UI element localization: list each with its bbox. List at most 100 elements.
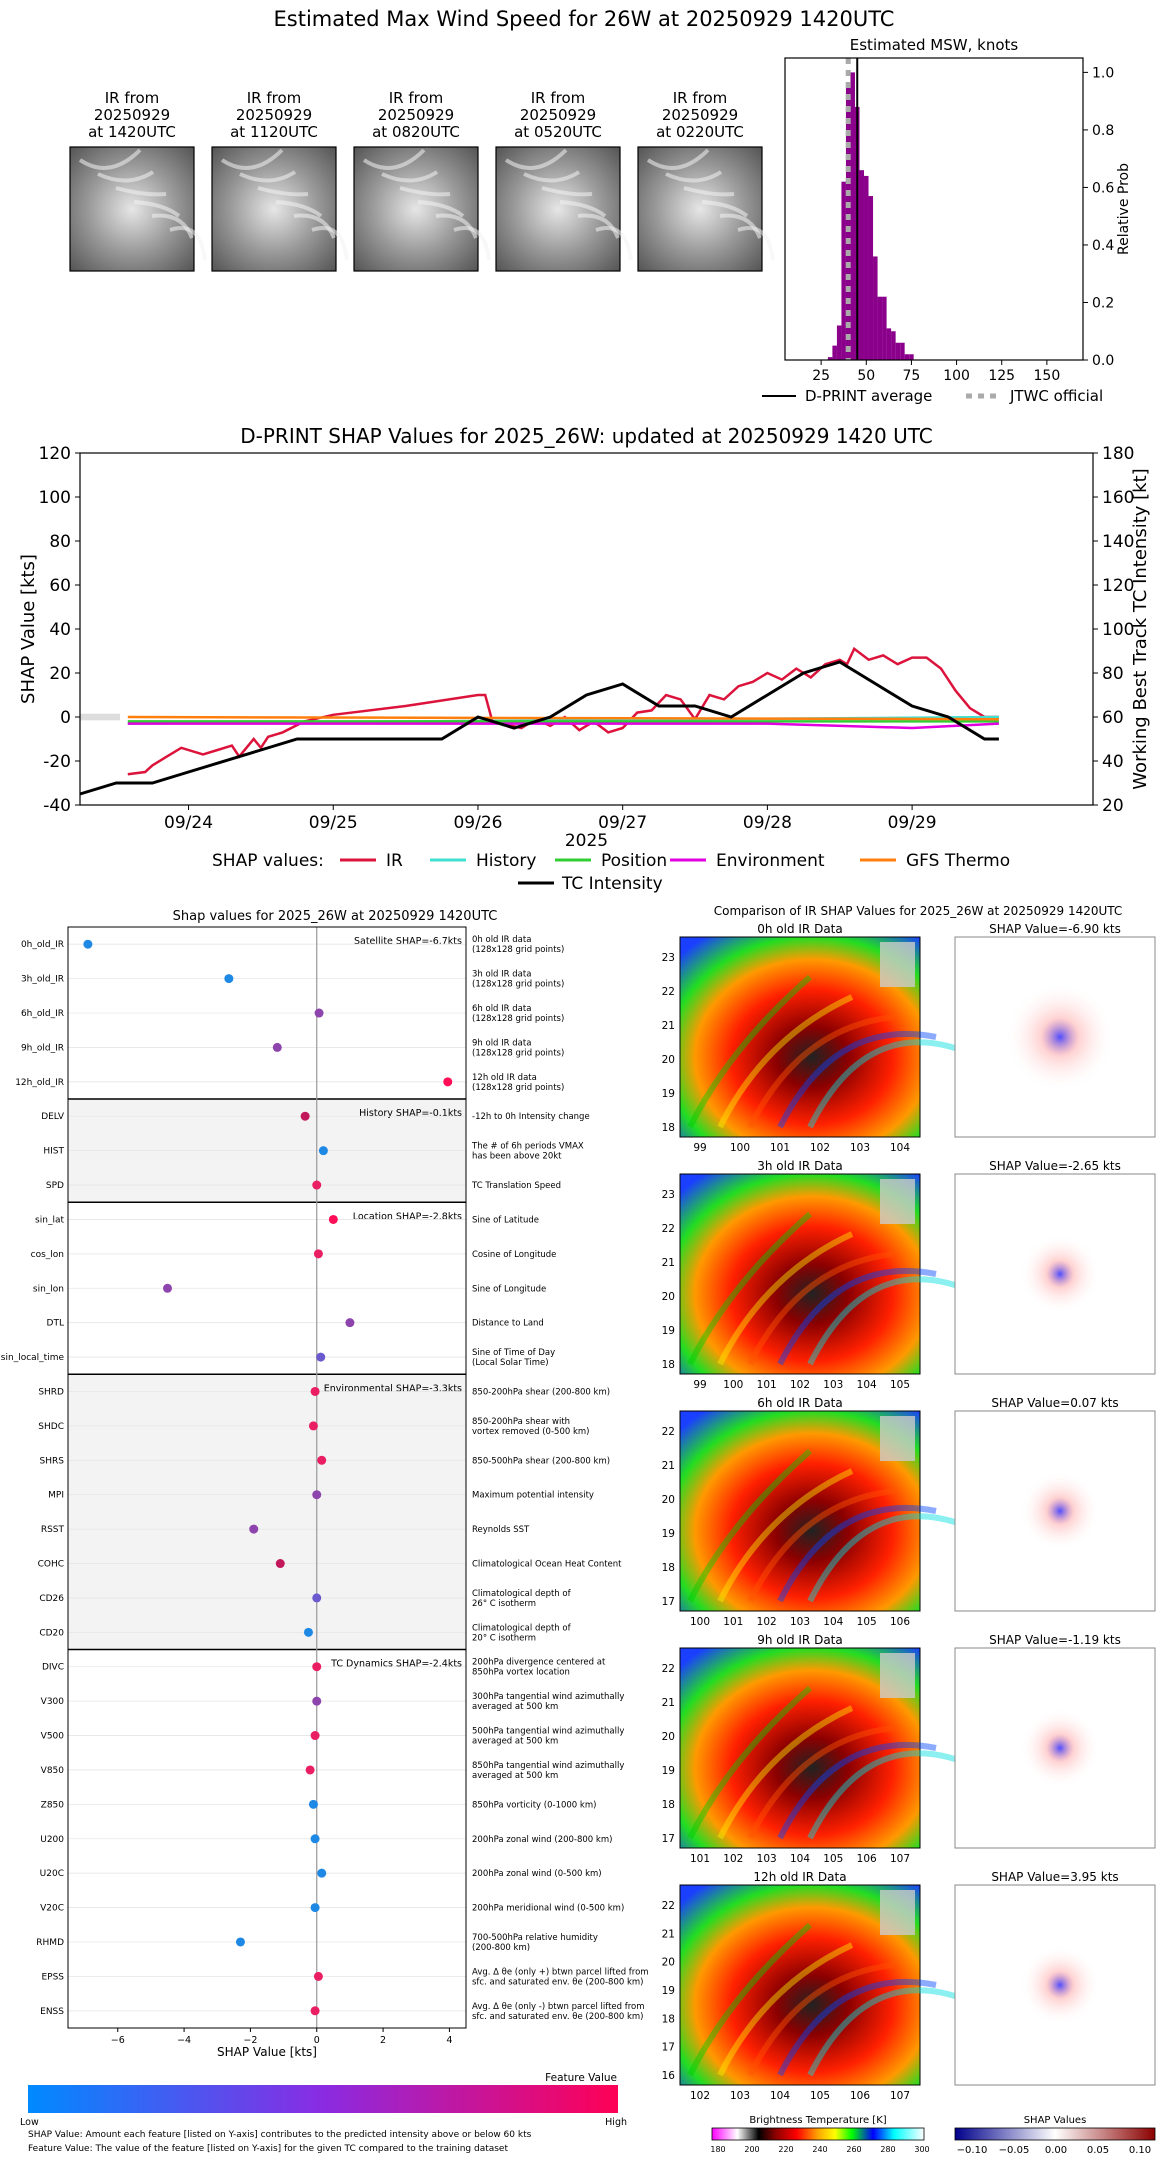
feature-name-label: 6h_old_IR [21, 1009, 64, 1019]
feature-name-label: cos_lon [31, 1250, 64, 1260]
shap-attribution-blob [1020, 1234, 1100, 1314]
feature-description: 850hPa tangential wind azimuthally [472, 1761, 624, 1771]
ir-lat-tick-label: 20 [662, 1731, 675, 1743]
ir-lat-tick-label: 21 [662, 1020, 675, 1032]
ir-lat-tick-label: 20 [662, 1494, 675, 1506]
feature-name-label: SHRS [40, 1456, 65, 1466]
feature-value-colorbar: Feature Value Low High SHAP Value: Amoun… [20, 2072, 627, 2154]
zero-band [80, 713, 120, 721]
feature-description: Sine of Longitude [472, 1284, 546, 1294]
ir-lat-tick-label: 18 [662, 2013, 675, 2025]
cloud-band [257, 186, 309, 197]
histogram-x-tick-label: 125 [988, 368, 1015, 384]
footnote-feature: Feature Value: The value of the feature … [28, 2144, 508, 2154]
cold-cloud-patch [880, 1653, 915, 1698]
thumbnail-caption-line1: IR from [531, 89, 586, 107]
ir-lon-tick-label: 105 [890, 1379, 910, 1391]
feature-description: 300hPa tangential wind azimuthally [472, 1692, 624, 1702]
thumbnail-caption-line2: 20250929 [94, 106, 170, 124]
feature-name-label: DTL [47, 1319, 64, 1329]
histogram-bar [850, 72, 855, 360]
bt-colorbar-title: Brightness Temperature [K] [749, 2115, 886, 2126]
feature-description: sfc. and saturated env. θe (200-800 km) [472, 2012, 644, 2022]
cloud-band [646, 148, 710, 170]
feature-description: (128x128 grid points) [472, 980, 564, 990]
ir-band [807, 1513, 980, 1603]
shap-x-tick-label: 4 [446, 2035, 452, 2046]
feature-name-label: RSST [41, 1525, 65, 1535]
thumbnail-caption-line3: at 0520UTC [514, 123, 602, 141]
ir-lon-tick-label: 103 [757, 1853, 777, 1865]
legend-official-label: JTWC official [1009, 387, 1103, 405]
group-shap-label: History SHAP=-0.1kts [359, 1108, 462, 1119]
ir-lat-tick-label: 22 [662, 1223, 675, 1235]
feature-shap-point [305, 1765, 315, 1775]
ir-band [777, 1978, 937, 2077]
feature-name-label: COHC [38, 1560, 64, 1570]
feature-shap-point [317, 1455, 327, 1465]
cloud-band [683, 186, 735, 197]
feature-shap-point [275, 1559, 285, 1569]
shap-x-tick-label: −2 [243, 2035, 257, 2046]
ir-band [747, 1725, 895, 1840]
ir-lon-tick-label: 102 [810, 1142, 830, 1154]
feature-description: Cosine of Longitude [472, 1250, 556, 1260]
feature-shap-point [272, 1042, 282, 1052]
ir-band [687, 1922, 812, 2077]
ir-lat-tick-label: 23 [662, 1189, 675, 1201]
histogram-x-tick-label: 75 [903, 368, 921, 384]
ir-lon-tick-label: 105 [810, 2090, 830, 2102]
ir-band [777, 1741, 937, 1840]
histogram-title: Estimated MSW, knots [850, 36, 1019, 54]
feature-name-label: 3h_old_IR [21, 975, 64, 985]
feature-description: Sine of Latitude [472, 1215, 539, 1225]
thumbnail-caption-line3: at 0820UTC [372, 123, 460, 141]
histogram-bar [859, 170, 865, 360]
feature-name-label: U200 [40, 1835, 64, 1845]
feature-name-label: SHRD [38, 1387, 64, 1397]
histogram-y-tick-label: 0.6 [1092, 180, 1114, 196]
histogram-bar [873, 256, 878, 360]
feature-description: Reynolds SST [472, 1525, 530, 1535]
ir-lat-tick-label: 22 [662, 1663, 675, 1675]
feature-description: 0h old IR data [472, 935, 531, 945]
histogram-bar [868, 196, 874, 360]
histogram-bar [864, 175, 869, 360]
cloud-band [97, 170, 155, 183]
ir-lon-tick-label: 104 [857, 1379, 877, 1391]
page-title: Estimated Max Wind Speed for 26W at 2025… [274, 7, 895, 31]
y-tick-label: 80 [49, 532, 71, 552]
legend-item-label: History [476, 851, 536, 871]
ir-data-panel-title: 3h old IR Data [757, 1159, 843, 1173]
feature-name-label: sin_lat [35, 1215, 64, 1225]
feature-description: 9h old IR data [472, 1038, 531, 1048]
shap-feature-chart: Shap values for 2025_26W at 20250929 142… [1, 909, 649, 2059]
ir-band [807, 1987, 980, 2077]
shap-frame [67, 926, 467, 2029]
ir-lon-tick-label: 105 [823, 1853, 843, 1865]
feature-shap-point [312, 1180, 322, 1190]
shap-panel-title: Shap values for 2025_26W at 20250929 142… [173, 909, 498, 924]
shap-attribution-blob [1020, 1945, 1100, 2025]
feature-description: 850-200hPa shear (200-800 km) [472, 1387, 610, 1397]
feature-description: 700-500hPa relative humidity [472, 1933, 598, 1943]
ir-data-panel-title: 6h old IR Data [757, 1396, 843, 1410]
ir-lon-tick-label: 100 [723, 1379, 743, 1391]
shap-map-panel-title: SHAP Value=3.95 kts [991, 1870, 1118, 1884]
shap-attribution-blob [1020, 1471, 1100, 1551]
feature-description: Avg. Δ θe (only +) btwn parcel lifted fr… [472, 1967, 649, 1977]
ir-band [687, 1211, 812, 1366]
shap-attribution-blob [1005, 982, 1115, 1092]
cold-cloud-patch [880, 1416, 915, 1461]
timeseries-y-label: SHAP Value [kts] [18, 554, 39, 704]
feature-name-label: 12h_old_IR [15, 1078, 64, 1088]
feature-description: (128x128 grid points) [472, 1048, 564, 1058]
y-tick-label: 100 [39, 488, 71, 508]
ir-thumbnail-image [637, 146, 763, 272]
feature-name-label: V850 [41, 1766, 65, 1776]
feature-description: 12h old IR data [472, 1073, 537, 1083]
feature-shap-point [310, 1903, 320, 1913]
timeseries-x-label: 2025 [565, 831, 608, 851]
cloud-band [665, 170, 723, 183]
group-shap-label: TC Dynamics SHAP=-2.4kts [330, 1659, 462, 1670]
